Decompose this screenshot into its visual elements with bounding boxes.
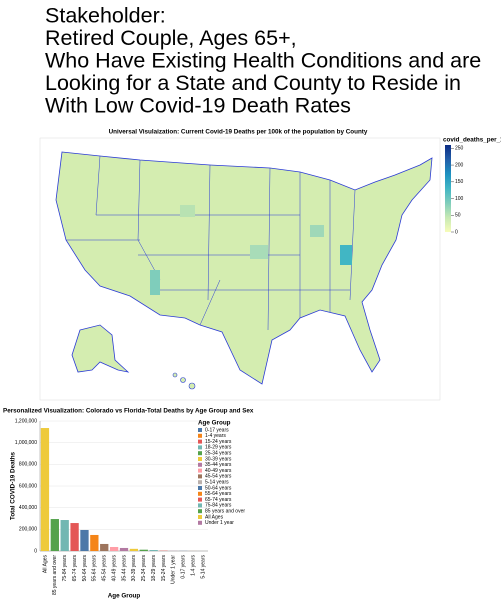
legend-label: Under 1 year	[205, 520, 234, 526]
hotspots	[150, 205, 352, 295]
x-tick-label: 0-17 years	[181, 555, 187, 579]
legend-label: 65-74 years	[205, 497, 232, 503]
colorbar-tick-label: 0	[455, 229, 458, 235]
x-tick-label: 35-44 years	[121, 555, 127, 582]
legend-swatch	[198, 428, 202, 432]
legend-swatch	[198, 503, 202, 508]
header-line: Stakeholder:	[45, 4, 166, 28]
header-line: Who Have Existing Health Conditions and …	[45, 49, 481, 73]
x-tick-label: Under 1 year	[171, 555, 177, 584]
legend-label: 75-84 years	[205, 503, 232, 509]
legend-label: 25-34 years	[205, 451, 232, 457]
x-tick-label: 40-49 years	[111, 555, 117, 582]
x-tick-label: 18-29 years	[151, 555, 157, 582]
bar	[40, 428, 50, 551]
legend-swatch	[198, 509, 202, 514]
y-tick-label: 800,000	[19, 462, 37, 468]
x-tick-label: 50-64 years	[82, 555, 88, 582]
x-tick-label: 45-54 years	[102, 555, 108, 582]
y-tick-label: 600,000	[19, 483, 37, 489]
bar-chart: Personalized Visualization: Colorado vs …	[3, 408, 254, 600]
x-tick-label: 65-74 years	[72, 555, 78, 582]
legend-label: All Ages	[205, 514, 224, 520]
y-tick-label: 1,200,000	[15, 418, 37, 424]
header-line: Retired Couple, Ages 65+,	[45, 26, 297, 50]
x-tick-label: 25-34 years	[141, 555, 147, 582]
x-tick-label: 55-64 years	[92, 555, 98, 582]
header: Stakeholder:Retired Couple, Ages 65+,Who…	[45, 4, 481, 118]
legend-label: 85 years and over	[205, 509, 245, 515]
bar	[60, 520, 69, 551]
legend-swatch	[198, 451, 202, 456]
legend-label: 30-39 years	[205, 456, 232, 462]
colorbar-tick-label: 150	[455, 179, 464, 185]
legend-swatch	[198, 474, 202, 479]
legend-swatch	[198, 462, 202, 467]
bar	[90, 534, 99, 551]
legend-swatch	[198, 439, 202, 444]
colorbar-tick-label: 200	[455, 162, 464, 168]
y-tick-label: 400,000	[19, 505, 37, 511]
legend-swatch	[198, 433, 202, 438]
bar	[80, 529, 89, 551]
legend-swatch	[198, 457, 202, 461]
legend-label: 50-64 years	[205, 485, 232, 491]
colorbar-tick-label: 50	[455, 213, 461, 219]
us-mainland	[55, 151, 433, 385]
x-tick-label: All Ages	[42, 555, 48, 574]
bar	[149, 550, 158, 551]
legend-label: 35-44 years	[205, 462, 232, 468]
legend-swatch	[198, 480, 202, 485]
x-tick-label: 15-24 years	[161, 555, 167, 582]
bar	[139, 549, 148, 551]
x-tick-label: 75-84 years	[62, 555, 68, 582]
map-labels: Universal Visulaization: Current Covid-1…	[109, 129, 501, 236]
bar	[100, 543, 109, 551]
y-tick-label: 0	[34, 548, 37, 554]
header-line: Looking for a State and County to Reside…	[45, 71, 461, 95]
legend-swatch	[198, 515, 202, 519]
legend-label: 40-49 years	[205, 468, 232, 474]
legend-label: 15-24 years	[205, 439, 232, 445]
chart-title: Personalized Visualization: Colorado vs …	[3, 408, 254, 415]
x-tick-label: 85 years and over	[52, 555, 58, 595]
bar	[109, 546, 119, 551]
legend-swatch	[198, 497, 202, 502]
y-tick-label: 200,000	[19, 527, 37, 533]
legend-swatch	[198, 520, 202, 525]
bar	[119, 547, 129, 551]
map	[39, 137, 441, 401]
legend-swatch	[198, 468, 202, 473]
legend-swatch	[198, 491, 202, 496]
bar	[129, 548, 139, 551]
y-axis-title: Total COVID-19 Deaths	[10, 451, 17, 520]
colorbar	[445, 145, 451, 232]
legend-label: 0-17 years	[205, 427, 229, 433]
legend-label: 18-29 years	[205, 445, 232, 451]
legend-swatch	[198, 445, 202, 450]
legend-label: 1-4 years	[205, 433, 226, 439]
alaska	[71, 324, 130, 373]
colorbar-tick-label: 250	[455, 146, 464, 152]
bar	[70, 523, 79, 551]
hawaii	[172, 372, 196, 390]
legend-swatch	[198, 486, 202, 490]
map-title: Universal Visulaization: Current Covid-1…	[109, 129, 368, 136]
x-tick-label: 30-39 years	[131, 555, 137, 582]
legend-title: Age Group	[198, 420, 231, 427]
header-line: With Low Covid-19 Death Rates	[45, 94, 351, 118]
state-lines	[66, 155, 356, 331]
x-axis-title: Age Group	[108, 593, 141, 600]
colorbar-title: covid_deaths_per_100k	[443, 137, 501, 144]
legend-label: 45-54 years	[205, 474, 232, 480]
x-tick-label: 1-4 years	[191, 555, 197, 576]
colorbar-tick-label: 100	[455, 196, 464, 202]
legend-label: 5-14 years	[205, 480, 229, 486]
legend-label: 55-64 years	[205, 491, 232, 497]
bar	[50, 519, 59, 551]
y-tick-label: 1,000,000	[15, 440, 37, 446]
x-tick-label: 5-14 years	[200, 555, 206, 579]
